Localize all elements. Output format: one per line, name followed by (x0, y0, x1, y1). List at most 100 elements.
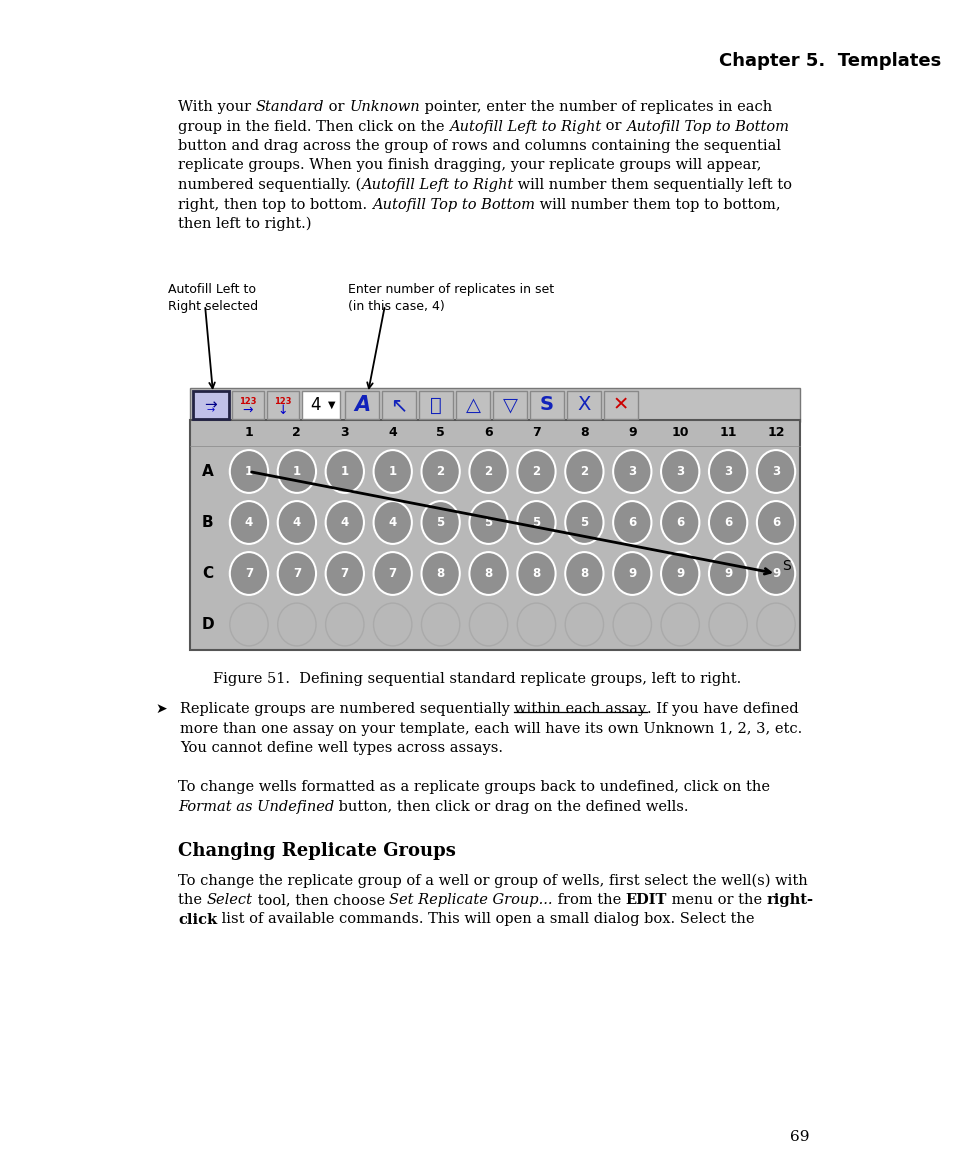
Text: ↓: ↓ (277, 403, 288, 416)
Text: Format as Undefined: Format as Undefined (178, 800, 334, 814)
Text: →: → (204, 398, 217, 413)
Text: B: B (201, 515, 213, 530)
Text: 1: 1 (293, 465, 300, 478)
Text: 9: 9 (676, 567, 683, 580)
Text: 4: 4 (245, 516, 253, 529)
Text: Unknown: Unknown (349, 100, 419, 114)
Text: group in the field. Then click on the: group in the field. Then click on the (178, 119, 449, 133)
Text: 3: 3 (723, 465, 731, 478)
Ellipse shape (564, 552, 603, 595)
Text: 3: 3 (676, 465, 683, 478)
Text: With your: With your (178, 100, 255, 114)
Text: S: S (781, 560, 790, 574)
Text: 2: 2 (436, 465, 444, 478)
Text: Autofill Left to Right: Autofill Left to Right (449, 119, 600, 133)
Text: 2: 2 (532, 465, 540, 478)
Ellipse shape (564, 501, 603, 544)
Text: 9: 9 (771, 567, 780, 580)
Text: or: or (324, 100, 349, 114)
Bar (232, 391, 264, 420)
Text: S: S (539, 395, 554, 415)
Text: 8: 8 (484, 567, 492, 580)
Text: A: A (354, 395, 370, 415)
Text: Autofill Left to Right: Autofill Left to Right (361, 178, 513, 192)
Text: Select: Select (207, 892, 253, 907)
Text: 2: 2 (579, 465, 588, 478)
Ellipse shape (230, 501, 268, 544)
Text: To change wells formatted as a replicate groups back to undefined, click on the: To change wells formatted as a replicate… (178, 780, 769, 795)
Text: button and drag across the group of rows and columns containing the sequential: button and drag across the group of rows… (178, 139, 781, 153)
Bar (418, 391, 453, 420)
Text: 6: 6 (484, 427, 493, 439)
Text: 4: 4 (388, 427, 396, 439)
Bar (190, 388, 800, 422)
Text: list of available commands. This will open a small dialog box. Select the: list of available commands. This will op… (217, 912, 754, 926)
Text: 6: 6 (771, 516, 780, 529)
Text: 6: 6 (627, 516, 636, 529)
Text: EDIT: EDIT (625, 892, 666, 907)
Text: ✕: ✕ (612, 395, 629, 415)
Text: X: X (577, 395, 590, 415)
Text: Changing Replicate Groups: Changing Replicate Groups (178, 841, 456, 860)
Ellipse shape (517, 501, 555, 544)
Text: the: the (178, 892, 207, 907)
Text: 8: 8 (579, 427, 588, 439)
Text: right, then top to bottom.: right, then top to bottom. (178, 197, 372, 211)
Ellipse shape (325, 552, 364, 595)
Text: △: △ (465, 395, 480, 415)
Text: 3: 3 (771, 465, 780, 478)
Ellipse shape (708, 501, 746, 544)
Text: 69: 69 (789, 1130, 809, 1144)
Text: 7: 7 (245, 567, 253, 580)
Text: Autofill Top to Bottom: Autofill Top to Bottom (626, 119, 789, 133)
Ellipse shape (469, 552, 507, 595)
Ellipse shape (374, 552, 412, 595)
Text: 10: 10 (671, 427, 688, 439)
Text: 1: 1 (388, 465, 396, 478)
Ellipse shape (230, 552, 268, 595)
Text: D: D (201, 617, 213, 632)
Ellipse shape (517, 552, 555, 595)
Text: 1: 1 (340, 465, 349, 478)
Text: 8: 8 (532, 567, 540, 580)
Bar (603, 391, 638, 420)
Text: 4: 4 (311, 396, 321, 414)
Text: 7: 7 (388, 567, 396, 580)
Text: 5: 5 (484, 516, 492, 529)
Text: 6: 6 (676, 516, 683, 529)
Ellipse shape (756, 450, 795, 493)
Ellipse shape (564, 450, 603, 493)
Bar (302, 391, 339, 420)
Text: pointer, enter the number of replicates in each: pointer, enter the number of replicates … (419, 100, 771, 114)
Text: will number them sequentially left to: will number them sequentially left to (513, 178, 792, 192)
Text: 4: 4 (293, 516, 301, 529)
Text: 6: 6 (723, 516, 732, 529)
Bar (381, 391, 416, 420)
Ellipse shape (517, 450, 555, 493)
Text: 8: 8 (579, 567, 588, 580)
Bar (193, 391, 229, 420)
Text: 8: 8 (436, 567, 444, 580)
Ellipse shape (325, 501, 364, 544)
Text: A: A (201, 464, 213, 479)
Bar (493, 391, 526, 420)
Text: right-: right- (766, 892, 813, 907)
Text: 9: 9 (723, 567, 732, 580)
Text: 5: 5 (436, 427, 444, 439)
Text: 3: 3 (340, 427, 349, 439)
Text: Autofill Left to
Right selected: Autofill Left to Right selected (168, 283, 258, 313)
Text: . If you have defined: . If you have defined (646, 702, 798, 716)
Text: click: click (178, 912, 217, 926)
Text: 12: 12 (766, 427, 784, 439)
Ellipse shape (660, 552, 699, 595)
Text: 7: 7 (532, 427, 540, 439)
Ellipse shape (277, 450, 315, 493)
Ellipse shape (756, 501, 795, 544)
Text: C: C (202, 566, 213, 581)
Text: 3: 3 (628, 465, 636, 478)
Text: Autofill Top to Bottom: Autofill Top to Bottom (372, 197, 535, 211)
Text: 5: 5 (436, 516, 444, 529)
Text: 123: 123 (239, 396, 256, 406)
Ellipse shape (756, 552, 795, 595)
Text: 5: 5 (532, 516, 540, 529)
